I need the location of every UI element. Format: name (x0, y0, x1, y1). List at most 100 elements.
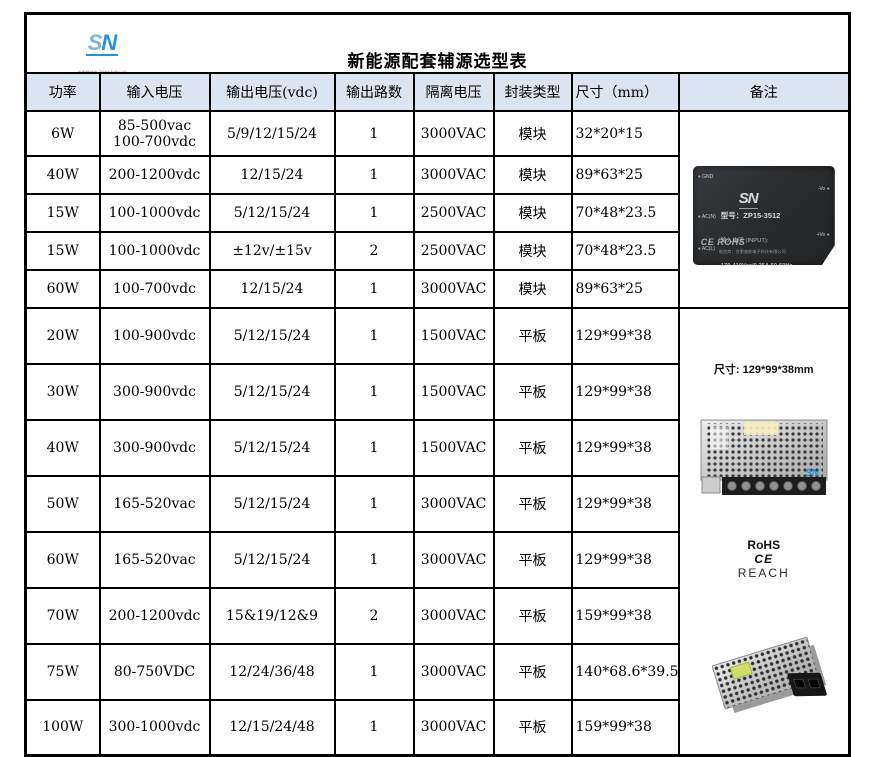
cell-package: 平板 (492, 698, 573, 757)
panel-size-label: 尺寸: 129*99*38mm (713, 364, 814, 376)
reach-mark: REACH (737, 566, 790, 580)
table-row: 15W 100-1000vdc ±12v/±15v 2 2500VAC 模块 7… (24, 231, 850, 271)
cell-size: 159*99*38 (570, 586, 680, 645)
cell-power: 60W (24, 530, 101, 589)
cell-power: 15W (24, 231, 101, 271)
cell-output: 5/9/12/15/24 (208, 110, 336, 157)
col-header-size: 尺寸（mm） (570, 72, 680, 112)
table-row: 20W 100-900vdc 5/12/15/24 1 1500VAC 平板 1… (24, 307, 851, 757)
cell-channels: 1 (333, 269, 415, 309)
remark-module-cell: ● GND ● AC(N) ● AC(L) -Vo ● +Vo ● SN 型号：… (677, 110, 851, 309)
cell-channels: 1 (333, 193, 415, 233)
col-header-input: 输入电压 (98, 72, 211, 112)
cell-package: 模块 (492, 269, 573, 309)
cell-channels: 1 (333, 307, 415, 365)
table-row: 40W 300-900vdc 5/12/15/24 1 1500VAC 平板 1… (24, 418, 850, 477)
cell-isolation: 3000VAC (412, 474, 495, 533)
cell-output: 5/12/15/24 (208, 418, 336, 477)
module-product-photo: ● GND ● AC(N) ● AC(L) -Vo ● +Vo ● SN 型号：… (692, 166, 835, 265)
cell-package: 平板 (492, 530, 573, 589)
svg-text:SN: SN (805, 468, 820, 479)
cell-power: 100W (24, 698, 101, 757)
cell-power: 40W (24, 418, 101, 477)
cell-output: 5/12/15/24 (208, 362, 336, 421)
ce-mark: CE (754, 552, 774, 566)
cell-input: 200-1200vdc (98, 586, 211, 645)
cell-output: 5/12/15/24 (208, 530, 336, 589)
cell-output: 5/12/15/24 (208, 474, 336, 533)
cell-channels: 1 (333, 110, 415, 157)
page-title: 新能源配套辅源选型表 (347, 52, 528, 72)
cell-input: 300-900vdc (98, 362, 211, 421)
cell-channels: 1 (333, 418, 415, 477)
cell-size: 140*68.6*39.5 (570, 642, 680, 701)
cell-power: 15W (24, 193, 101, 233)
cell-isolation: 3000VAC (412, 698, 495, 757)
cell-input: 300-900vdc (98, 418, 211, 477)
cell-size: 129*99*38 (570, 362, 680, 421)
cell-isolation: 1500VAC (412, 418, 495, 477)
table-row: 60W 100-700vdc 12/15/24 1 3000VAC 模块 89*… (24, 269, 850, 309)
module-ce-rohs-mark: CE ROHS (700, 237, 746, 247)
cell-channels: 1 (333, 642, 415, 701)
table-row: 60W 165-520vac 5/12/15/24 1 3000VAC 平板 1… (24, 530, 850, 589)
cell-channels: 2 (333, 231, 415, 271)
cell-power: 60W (24, 269, 101, 309)
cell-input: 165-520vac (98, 474, 211, 533)
cell-output: 5/12/15/24 (208, 307, 336, 365)
pin-label-acl: ● AC(L) (697, 246, 715, 252)
table-row: 15W 100-1000vdc 5/12/15/24 1 2500VAC 模块 … (24, 193, 850, 233)
cell-channels: 1 (333, 698, 415, 757)
rohs-mark: RoHS (747, 538, 781, 552)
cell-channels: 1 (333, 155, 415, 195)
cell-input: 100-700vdc (98, 269, 211, 309)
cell-channels: 1 (333, 474, 415, 533)
company-logo: SSNN 合肥盛能电子科技有限公司 (57, 18, 147, 73)
cell-input: 200-1200vdc (98, 155, 211, 195)
sn-logo: SSNN (85, 30, 119, 56)
cell-size: 32*20*15 (570, 110, 680, 157)
cell-channels: 1 (333, 362, 415, 421)
aux-power-selection-table: SSNN 合肥盛能电子科技有限公司 新能源配套辅源选型表 功率 输入电压 输出电… (24, 12, 851, 757)
header-row: 功率 输入电压 输出电压(vdc) 输出路数 隔离电压 封装类型 尺寸（mm） … (24, 72, 851, 112)
remark-panel-cell: 尺寸: 129*99*38mm (677, 307, 851, 757)
col-header-package: 封装类型 (492, 72, 573, 112)
cell-power: 50W (24, 474, 101, 533)
cell-isolation: 3000VAC (412, 642, 495, 701)
cell-power: 6W (24, 110, 101, 157)
table-title-row: SSNN 合肥盛能电子科技有限公司 新能源配套辅源选型表 (24, 12, 851, 74)
cell-size: 159*99*38 (570, 698, 680, 757)
table-row: 50W 165-520vac 5/12/15/24 1 3000VAC 平板 1… (24, 474, 850, 533)
cell-input: 85-500vac 100-700vdc (98, 110, 211, 157)
cell-output: 15&19/12&9 (208, 586, 336, 645)
cell-power: 70W (24, 586, 101, 645)
cell-output: 12/15/24/48 (208, 698, 336, 757)
pin-label-vneg: -Vo ● (817, 186, 830, 192)
cell-isolation: 3000VAC (412, 530, 495, 589)
cell-package: 模块 (492, 155, 573, 195)
col-header-isolation: 隔离电压 (412, 72, 495, 112)
cell-input: 300-1000vdc (98, 698, 211, 757)
module-model: 型号：ZP15-3512 (720, 211, 781, 221)
cell-package: 平板 (492, 418, 573, 477)
cell-package: 模块 (492, 231, 573, 271)
cell-output: 12/15/24 (208, 155, 336, 195)
col-header-power: 功率 (24, 72, 101, 112)
cell-output: ±12v/±15v (208, 231, 336, 271)
cell-isolation: 3000VAC (412, 110, 495, 157)
cell-size: 129*99*38 (570, 307, 680, 365)
module-manufacturer-text: 制造商：合肥盛能电子科技有限公司 (718, 249, 786, 254)
module-input-label: 输入电压 (INPUT): (720, 238, 769, 245)
module-output-label: 输出电压(OUTPUT): (720, 287, 774, 294)
pin-label-gnd: ● GND (697, 174, 714, 180)
cell-size: 129*99*38 (570, 418, 680, 477)
angled-psu-image (681, 626, 848, 722)
table-row: 6W 85-500vac 100-700vdc 5/9/12/15/24 1 3… (24, 110, 851, 309)
cell-isolation: 2500VAC (412, 231, 495, 271)
cell-package: 平板 (492, 307, 573, 365)
cell-size: 70*48*23.5 (570, 193, 680, 233)
cell-output: 12/24/36/48 (208, 642, 336, 701)
company-name-text: 合肥盛能电子科技有限公司 (77, 70, 127, 73)
cell-input: 100-1000vdc (98, 231, 211, 271)
cell-channels: 1 (333, 530, 415, 589)
